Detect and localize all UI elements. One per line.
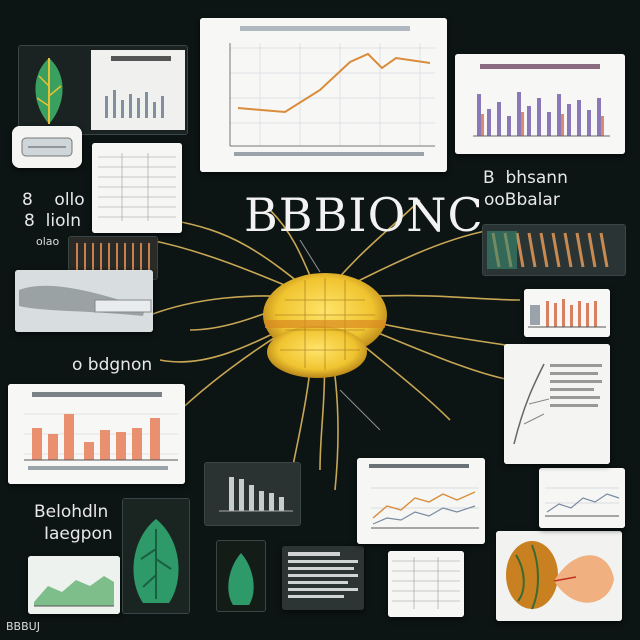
bar-chart-card-right [524,289,610,337]
label-left-top-b: 8 lioln [24,211,81,231]
table-card-bottom [388,551,464,617]
label-right-top-b: ooBbalar [484,190,560,210]
leaf-panel [18,45,188,135]
probe-image [15,270,153,332]
line-chart-card-center-bottom [357,458,485,544]
sketch-document-card [504,344,610,464]
label-left-mid: o bdgnon [72,355,153,375]
document-card-bottom [282,546,364,610]
green-organ-card [122,498,190,614]
label-left-bottom-b: Iaegpon [44,524,113,544]
main-title: BBBIONC [244,188,484,242]
device-card [12,126,82,168]
table-card-left [92,143,182,233]
bar-chart-card-top-right [455,54,625,154]
dark-bar-card [204,462,301,526]
bar-chart-card-left [8,384,185,484]
label-left-top-a: 8 ollo [22,190,85,210]
label-right-top-a: B bhsann [483,168,568,188]
line-chart-card-right-bottom [539,468,625,528]
area-chart-card-bottom-left [28,556,120,614]
label-bottom-left-corner: BBBUJ [6,620,40,633]
ganglion-illustration [263,273,387,378]
line-chart-card [200,18,447,172]
tissue-strip-right [482,224,626,276]
green-plant-card [216,540,266,612]
label-left-bottom-a: Belohdln [34,502,109,522]
label-left-top-c: olao [36,235,60,248]
organ-illustration-card [496,531,622,621]
